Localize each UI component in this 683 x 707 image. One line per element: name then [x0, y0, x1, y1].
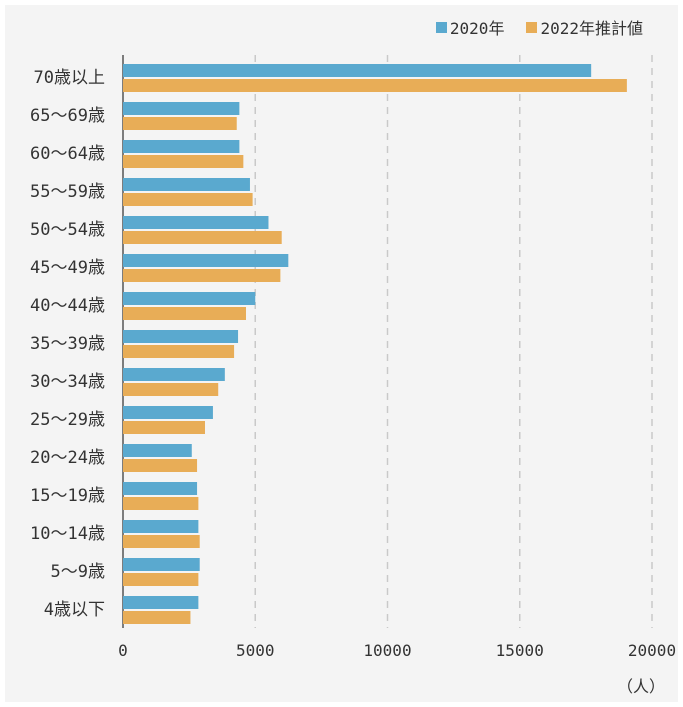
bar-2020	[123, 558, 200, 571]
bar-2022	[123, 193, 253, 206]
bar-2022	[123, 535, 200, 548]
y-category-label: 20〜24歳	[30, 448, 105, 468]
x-tick-label: 20000	[628, 641, 676, 660]
bar-2022	[123, 611, 191, 624]
legend-entry-2022: 2022年推計値	[526, 15, 643, 39]
bar-layer	[123, 64, 627, 624]
y-category-label: 70歳以上	[34, 68, 105, 88]
y-category-label: 60〜64歳	[30, 144, 105, 164]
x-axis-unit-label: （人）	[616, 677, 665, 696]
bar-2022	[123, 117, 237, 130]
bar-2022	[123, 383, 219, 396]
bar-2020	[123, 64, 592, 77]
bar-2022	[123, 345, 235, 358]
legend-swatch-2022	[526, 21, 538, 33]
bar-2020	[123, 596, 199, 609]
bar-2020	[123, 330, 239, 343]
x-tick-label: 5000	[236, 641, 275, 660]
bar-2022	[123, 231, 282, 244]
y-category-label: 25〜29歳	[30, 410, 105, 430]
bar-2022	[123, 421, 205, 434]
bar-2022	[123, 497, 199, 510]
bar-2020	[123, 102, 240, 115]
legend-entry-2020: 2020年	[435, 15, 505, 39]
legend-label-2022: 2022年推計値	[540, 19, 643, 38]
bar-2022	[123, 573, 199, 586]
y-category-label: 50〜54歳	[30, 220, 105, 240]
legend-label-2020: 2020年	[449, 19, 505, 38]
bar-2022	[123, 459, 198, 472]
bar-2020	[123, 140, 240, 153]
y-category-label: 30〜34歳	[30, 372, 105, 392]
bar-2020	[123, 406, 213, 419]
legend-swatch-2020	[435, 21, 447, 33]
y-category-label: 10〜14歳	[30, 524, 105, 544]
bar-2022	[123, 307, 246, 320]
y-category-label: 40〜44歳	[30, 296, 105, 316]
legend: 2020年 2022年推計値	[435, 15, 643, 39]
bar-2022	[123, 269, 281, 282]
bar-2020	[123, 216, 269, 229]
y-category-label: 45〜49歳	[30, 258, 105, 278]
y-category-label: 35〜39歳	[30, 334, 105, 354]
bar-2020	[123, 254, 289, 267]
label-layer: 0 5000 10000 15000 20000 70歳以上 65〜69歳 60〜64歳 55〜…	[30, 68, 676, 660]
y-category-label: 55〜59歳	[30, 182, 105, 202]
bar-2020	[123, 520, 199, 533]
bar-2020	[123, 444, 192, 457]
chart-panel	[5, 5, 678, 702]
y-category-label: 65〜69歳	[30, 106, 105, 126]
bar-2020	[123, 368, 225, 381]
y-category-label: 5〜9歳	[51, 562, 105, 582]
bar-2020	[123, 292, 256, 305]
x-tick-label: 0	[118, 641, 128, 660]
bar-2022	[123, 79, 627, 92]
bar-2020	[123, 482, 198, 495]
bar-2020	[123, 178, 250, 191]
bar-2022	[123, 155, 244, 168]
y-category-label: 4歳以下	[44, 600, 105, 620]
x-tick-label: 10000	[363, 641, 411, 660]
x-tick-label: 15000	[496, 641, 544, 660]
y-category-label: 15〜19歳	[30, 486, 105, 506]
